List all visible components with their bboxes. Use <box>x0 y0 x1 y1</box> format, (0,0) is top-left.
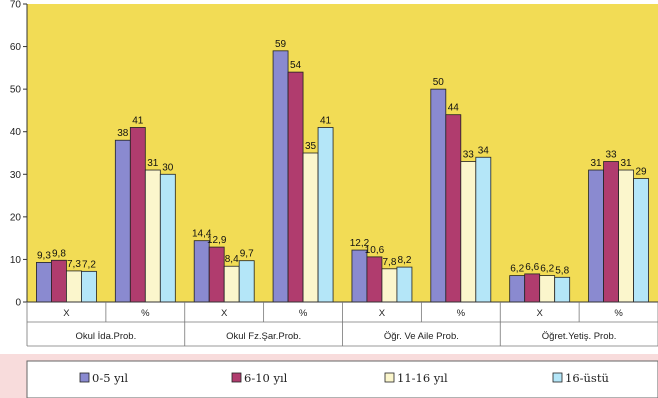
data-label: 9,8 <box>52 248 66 259</box>
x-sub-label: % <box>614 308 623 319</box>
data-label: 14,4 <box>192 229 212 240</box>
x-sub-label: X <box>63 308 70 319</box>
data-label: 44 <box>448 103 460 114</box>
data-label: 6,2 <box>510 264 524 275</box>
data-label: 54 <box>290 60 302 71</box>
legend-swatch <box>79 372 90 383</box>
bar <box>539 275 556 303</box>
legend: 0-5 yıl 6-10 yıl 11-16 yıl 16-üstü <box>79 371 609 385</box>
bar <box>223 265 240 303</box>
legend-swatch <box>552 372 563 383</box>
bar <box>287 71 304 303</box>
data-label: 59 <box>275 39 287 50</box>
x-sub-label: % <box>141 308 150 319</box>
x-group-label: Öğr. Ve Aile Prob. <box>384 331 459 342</box>
data-label: 12,2 <box>350 238 370 249</box>
y-tick-label: 0 <box>15 298 21 309</box>
bar <box>524 273 541 303</box>
bar <box>272 50 289 303</box>
data-label: 31 <box>621 158 633 169</box>
bar <box>317 127 334 303</box>
data-label: 34 <box>478 145 490 156</box>
y-tick-label: 10 <box>10 255 22 266</box>
y-tick-label: 60 <box>10 42 22 53</box>
legend-label: 6-10 yıl <box>244 371 288 385</box>
y-tick-label: 20 <box>10 212 22 223</box>
x-sub-label: X <box>537 308 544 319</box>
bar <box>603 161 619 303</box>
data-label: 29 <box>636 167 648 178</box>
data-label: 5,8 <box>555 265 569 276</box>
data-label: 31 <box>147 158 159 169</box>
data-label: 8,4 <box>225 254 239 265</box>
x-group-label: Öğret.Yetiş. Prob. <box>542 331 617 342</box>
y-tick-label: 30 <box>10 170 22 181</box>
data-label: 7,2 <box>82 259 96 270</box>
bar <box>193 240 210 303</box>
x-sub-label: % <box>457 308 466 319</box>
data-label: 30 <box>162 162 174 173</box>
x-sub-label: % <box>299 308 308 319</box>
data-label: 38 <box>117 128 129 139</box>
x-axis-category-table: X% X% X% X % Okul İda.Prob. Okul Fz.Şar.Prob. Ö… <box>26 302 658 347</box>
bar <box>554 276 571 303</box>
bar <box>51 259 67 303</box>
x-sub-label: X <box>221 308 228 319</box>
bar <box>366 256 383 303</box>
data-label: 7,8 <box>382 257 396 268</box>
data-label: 6,2 <box>540 264 554 275</box>
bar <box>460 161 477 303</box>
bar <box>66 270 82 303</box>
data-label: 9,3 <box>37 250 51 261</box>
data-label: 12,9 <box>207 235 227 246</box>
bar <box>396 266 413 303</box>
bar <box>381 268 398 303</box>
data-label: 8,2 <box>397 255 411 266</box>
bar <box>129 127 146 303</box>
data-label: 33 <box>606 150 618 161</box>
data-label: 41 <box>320 115 332 126</box>
bar <box>114 139 131 303</box>
bar <box>633 178 649 303</box>
data-label: 33 <box>463 150 475 161</box>
data-label: 9,7 <box>240 249 254 260</box>
bar <box>302 152 319 303</box>
y-axis-ticks: 0 10 20 30 40 50 60 70 <box>10 0 27 309</box>
data-label: 10,6 <box>365 245 385 256</box>
x-sub-label: X <box>379 308 386 319</box>
bar <box>509 275 526 303</box>
data-label: 6,6 <box>525 262 539 273</box>
y-tick-label: 40 <box>10 127 22 138</box>
bar <box>445 114 462 303</box>
bars-layer <box>36 50 649 303</box>
legend-swatch <box>231 372 242 383</box>
data-label: 31 <box>591 158 603 169</box>
bar <box>208 246 225 303</box>
x-group-label: Okul Fz.Şar.Prob. <box>226 331 301 342</box>
bar <box>159 173 176 303</box>
bar <box>144 169 161 303</box>
data-label: 41 <box>132 115 144 126</box>
bar <box>618 169 634 303</box>
bar <box>81 270 97 303</box>
bar <box>588 169 604 303</box>
data-label: 7,3 <box>67 259 81 270</box>
data-label: 50 <box>433 77 445 88</box>
legend-swatch <box>384 372 395 383</box>
legend-label: 16-üstü <box>565 371 609 385</box>
x-group-label: Okul İda.Prob. <box>76 331 137 342</box>
legend-label: 11-16 yıl <box>397 371 448 385</box>
y-tick-label: 50 <box>10 85 22 96</box>
bar <box>36 262 52 303</box>
legend-label: 0-5 yıl <box>92 371 128 385</box>
bar <box>351 249 368 303</box>
bar <box>430 88 447 303</box>
data-label: 35 <box>305 141 317 152</box>
y-tick-label: 70 <box>10 0 22 11</box>
bar <box>475 156 492 303</box>
bar <box>238 260 255 303</box>
